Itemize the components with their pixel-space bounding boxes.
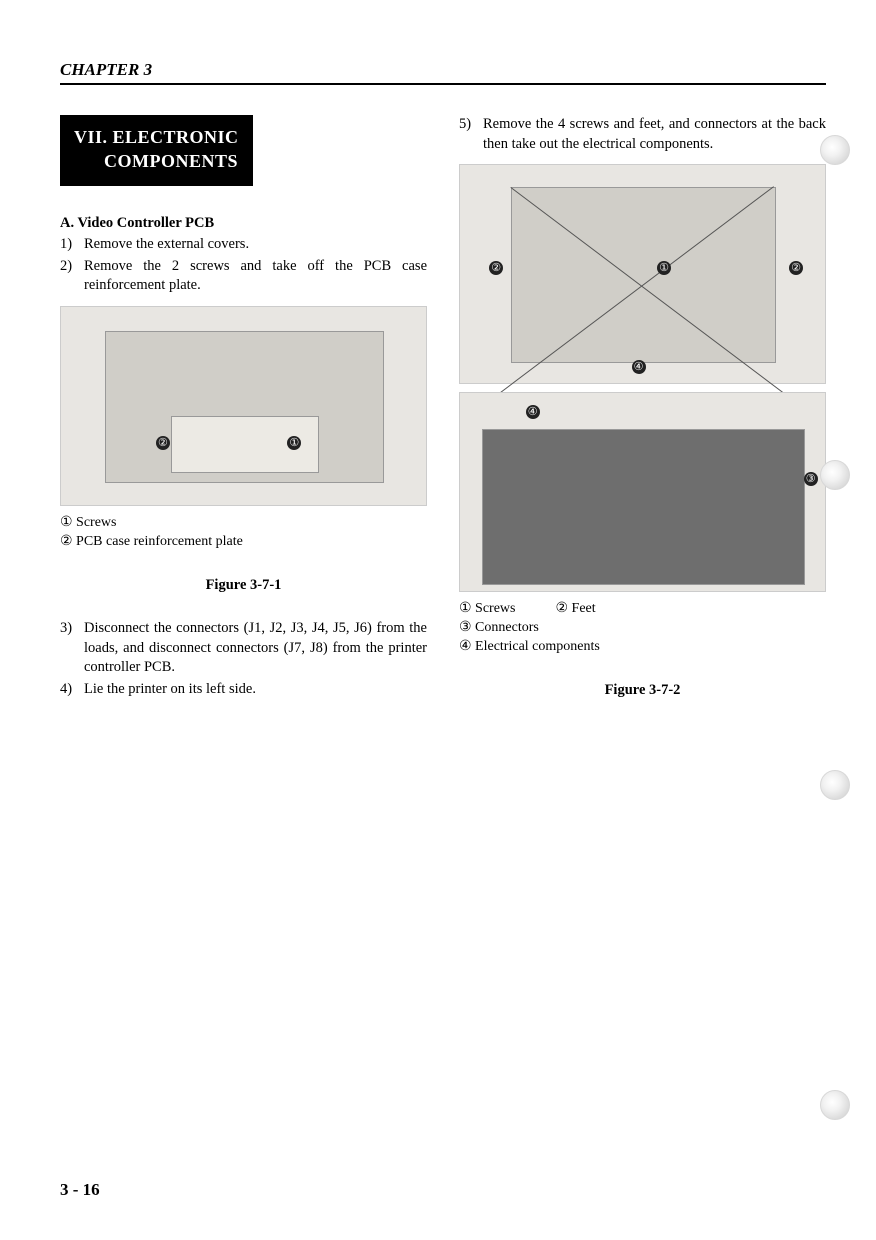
legend-item: ② PCB case reinforcement plate — [60, 533, 427, 552]
figure2-legend: ① Screws ② Feet ③ Connectors ④ Electrica… — [459, 600, 826, 657]
figure-3-7-1: ② ① — [60, 306, 427, 506]
callout-2-icon: ② — [489, 261, 503, 275]
badge-line2: COMPONENTS — [74, 149, 239, 173]
figure-3-7-2-bottom: ④ ③ — [459, 392, 826, 592]
steps-list-b: 3) Disconnect the connectors (J1, J2, J3… — [60, 619, 427, 699]
steps-list-right: 5) Remove the 4 screws and feet, and con… — [459, 115, 826, 154]
figure-3-7-2-top: ② ② ① ④ — [459, 164, 826, 384]
step-text: Lie the printer on its left side. — [84, 680, 427, 700]
callout-4-icon: ④ — [632, 360, 646, 374]
step-number: 5) — [459, 115, 483, 154]
section-badge: VII. ELECTRONIC COMPONENTS — [60, 115, 253, 186]
binder-hole-icon — [820, 460, 850, 490]
binder-hole-icon — [820, 1090, 850, 1120]
step-number: 3) — [60, 619, 84, 678]
callout-1-icon: ① — [657, 261, 671, 275]
step-text: Remove the external covers. — [84, 235, 427, 255]
figure1-legend: ① Screws ② PCB case reinforcement plate — [60, 514, 427, 552]
binder-hole-icon — [820, 135, 850, 165]
subheading-a: A. Video Controller PCB — [60, 214, 427, 234]
step-text: Remove the 2 screws and take off the PCB… — [84, 257, 427, 296]
step-item: 4) Lie the printer on its left side. — [60, 680, 427, 700]
step-item: 1) Remove the external covers. — [60, 235, 427, 255]
page-number: 3 - 16 — [60, 1180, 100, 1200]
step-item: 3) Disconnect the connectors (J1, J2, J3… — [60, 619, 427, 678]
binder-hole-icon — [820, 770, 850, 800]
step-item: 2) Remove the 2 screws and take off the … — [60, 257, 427, 296]
step-number: 2) — [60, 257, 84, 296]
legend-item: ② Feet — [556, 600, 596, 619]
callout-2-icon: ② — [156, 436, 170, 450]
callout-3-icon: ③ — [804, 472, 818, 486]
legend-item: ① Screws — [459, 600, 516, 619]
legend-item: ③ Connectors — [459, 619, 826, 638]
right-column: 5) Remove the 4 screws and feet, and con… — [459, 115, 826, 724]
two-column-layout: VII. ELECTRONIC COMPONENTS A. Video Cont… — [60, 115, 826, 724]
step-number: 4) — [60, 680, 84, 700]
callout-1-icon: ① — [287, 436, 301, 450]
steps-list-a: 1) Remove the external covers. 2) Remove… — [60, 235, 427, 296]
left-column: VII. ELECTRONIC COMPONENTS A. Video Cont… — [60, 115, 427, 724]
step-item: 5) Remove the 4 screws and feet, and con… — [459, 115, 826, 154]
callout-4-icon: ④ — [526, 405, 540, 419]
legend-item: ④ Electrical components — [459, 638, 826, 657]
step-text: Disconnect the connectors (J1, J2, J3, J… — [84, 619, 427, 678]
callout-2-icon: ② — [789, 261, 803, 275]
chapter-header: CHAPTER 3 — [60, 60, 826, 85]
step-number: 1) — [60, 235, 84, 255]
step-text: Remove the 4 screws and feet, and connec… — [483, 115, 826, 154]
legend-item: ① Screws — [60, 514, 427, 533]
badge-line1: VII. ELECTRONIC — [74, 125, 239, 149]
figure1-caption: Figure 3-7-1 — [60, 576, 427, 596]
figure2-caption: Figure 3-7-2 — [459, 681, 826, 701]
